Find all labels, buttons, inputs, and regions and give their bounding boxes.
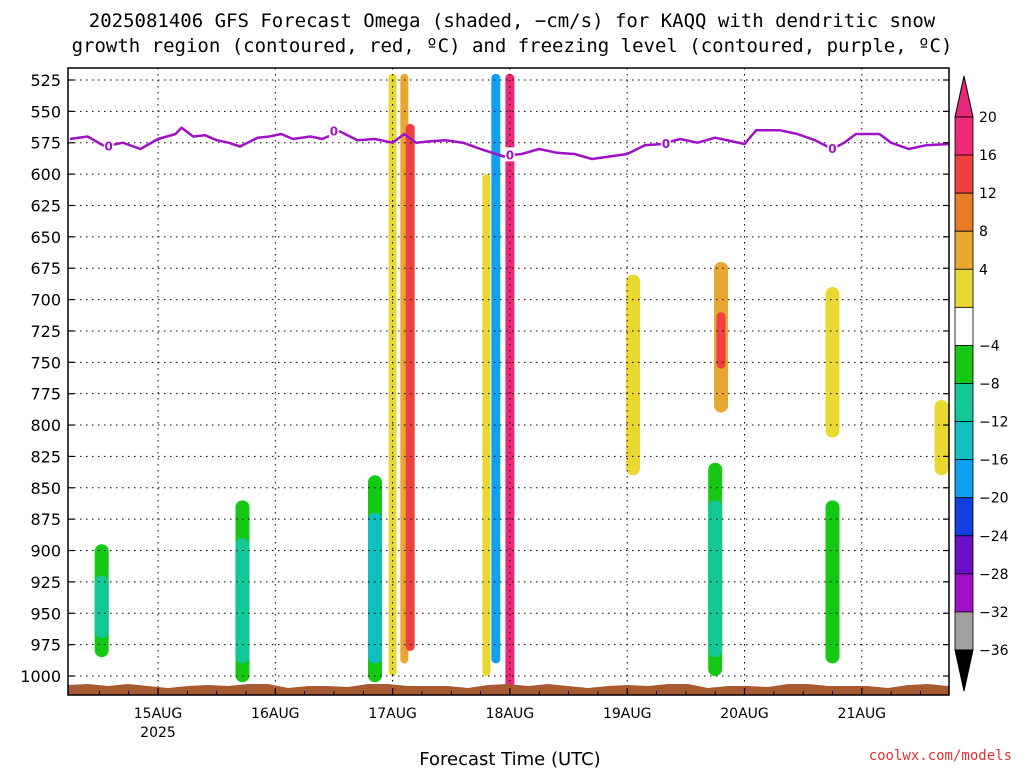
colorbar-label-10: −24 bbox=[979, 529, 1009, 545]
colorbar-label-13: −36 bbox=[979, 643, 1009, 659]
y-tick-label-900: 900 bbox=[30, 542, 61, 561]
freezing-level-label-1: 0 bbox=[330, 124, 338, 138]
colorbar-label-6: −8 bbox=[979, 377, 1000, 393]
y-tick-label-825: 825 bbox=[30, 447, 61, 466]
omega-feature-18 bbox=[825, 500, 840, 664]
y-tick-label-1000: 1000 bbox=[20, 667, 61, 686]
colorbar-label-3: 8 bbox=[979, 224, 988, 240]
y-tick-label-575: 575 bbox=[30, 134, 61, 153]
freezing-level-line bbox=[69, 126, 950, 161]
omega-feature-8 bbox=[405, 123, 415, 651]
colorbar-swatch-1 bbox=[954, 154, 974, 194]
colorbar-top-arrow bbox=[954, 75, 974, 118]
y-tick-label-650: 650 bbox=[30, 228, 61, 247]
colorbar-swatch-2 bbox=[954, 192, 974, 232]
colorbar-label-8: −16 bbox=[979, 453, 1009, 469]
x-tick-sublabel-15AUG: 2025 bbox=[140, 725, 176, 741]
colorbar-label-9: −20 bbox=[979, 491, 1009, 507]
y-tick-label-725: 725 bbox=[30, 322, 61, 341]
omega-feature-3 bbox=[235, 537, 250, 664]
x-tick-label-20AUG: 20AUG bbox=[720, 706, 769, 722]
omega-feature-1 bbox=[94, 575, 109, 639]
y-axis-ticks: 525 550 575 600 625 650 675 700 725 750 775 800 825 8… bbox=[20, 71, 949, 686]
colorbar-label-2: 12 bbox=[979, 186, 997, 202]
colorbar-label-1: 16 bbox=[979, 148, 997, 164]
y-tick-label-675: 675 bbox=[30, 259, 61, 278]
omega-feature-17 bbox=[825, 287, 840, 438]
colorbar-label-0: 20 bbox=[979, 110, 997, 126]
colorbar-swatch-13 bbox=[954, 611, 974, 651]
freezing-level-label-4: 0 bbox=[828, 142, 836, 156]
omega-feature-19 bbox=[934, 399, 949, 476]
y-tick-label-525: 525 bbox=[30, 71, 61, 90]
y-tick-label-550: 550 bbox=[30, 102, 61, 121]
x-tick-label-15AUG: 15AUG bbox=[134, 706, 183, 722]
omega-feature-11 bbox=[491, 73, 501, 664]
colorbar-swatch-10 bbox=[954, 497, 974, 537]
freezing-level-contour: 0 0 0 0 0 bbox=[69, 123, 950, 162]
x-axis-ticks: 15AUG 2025 16AUG 17AUG 18AUG 19AUG 20AUG 21AUG bbox=[98, 688, 921, 741]
x-axis-label: Forecast Time (UTC) bbox=[419, 749, 600, 768]
freezing-level-label-bg-0 bbox=[103, 138, 114, 153]
colorbar-label-12: −32 bbox=[979, 605, 1009, 621]
y-tick-label-625: 625 bbox=[30, 196, 61, 215]
colorbar-swatch-9 bbox=[954, 459, 974, 499]
plot-frame bbox=[67, 67, 950, 696]
x-tick-label-21AUG: 21AUG bbox=[838, 706, 887, 722]
chart-title-line1: 2025081406 GFS Forecast Omega (shaded, −… bbox=[89, 10, 936, 32]
colorbar-swatch-12 bbox=[954, 573, 974, 613]
colorbar-swatch-5 bbox=[954, 306, 974, 346]
freezing-level-label-2: 0 bbox=[506, 148, 514, 162]
colorbar-label-11: −28 bbox=[979, 567, 1009, 583]
colorbar-bottom-arrow bbox=[954, 649, 974, 692]
colorbar-label-7: −12 bbox=[979, 415, 1009, 431]
colorbar-swatch-0 bbox=[954, 116, 974, 156]
omega-feature-16 bbox=[708, 500, 723, 658]
omega-feature-14 bbox=[716, 312, 726, 369]
ground-surface bbox=[68, 684, 949, 695]
y-tick-label-600: 600 bbox=[30, 165, 61, 184]
y-tick-label-775: 775 bbox=[30, 385, 61, 404]
x-tick-label-18AUG: 18AUG bbox=[486, 706, 535, 722]
colorbar-label-4: 4 bbox=[979, 262, 988, 278]
colorbar: 20 16 12 8 4 −4 −8 −12 −16 −20 −24 −28 −32 −36 bbox=[954, 75, 1009, 692]
freezing-level-label-bg-1 bbox=[328, 123, 339, 138]
colorbar-swatch-11 bbox=[954, 535, 974, 575]
y-tick-label-750: 750 bbox=[30, 353, 61, 372]
chart-title-line2: growth region (contoured, red, ºC) and f… bbox=[72, 35, 953, 57]
freezing-level-label-0: 0 bbox=[105, 140, 113, 154]
y-tick-label-975: 975 bbox=[30, 636, 61, 655]
y-tick-label-875: 875 bbox=[30, 510, 61, 529]
y-tick-label-800: 800 bbox=[30, 416, 61, 435]
y-tick-label-925: 925 bbox=[30, 573, 61, 592]
omega-shading bbox=[94, 73, 949, 689]
y-tick-label-850: 850 bbox=[30, 479, 61, 498]
grid bbox=[68, 68, 949, 695]
colorbar-swatch-4 bbox=[954, 268, 974, 308]
x-tick-label-16AUG: 16AUG bbox=[251, 706, 300, 722]
watermark: coolwx.com/models bbox=[869, 748, 1012, 764]
colorbar-swatch-8 bbox=[954, 421, 974, 461]
colorbar-swatch-6 bbox=[954, 345, 974, 384]
x-tick-label-17AUG: 17AUG bbox=[368, 706, 417, 722]
y-tick-label-950: 950 bbox=[30, 604, 61, 623]
freezing-level-label-bg-3 bbox=[660, 135, 671, 150]
y-tick-label-700: 700 bbox=[30, 291, 61, 310]
freezing-level-label-bg-2 bbox=[504, 147, 515, 162]
omega-feature-12 bbox=[626, 274, 641, 476]
colorbar-swatch-3 bbox=[954, 230, 974, 270]
colorbar-label-5: −4 bbox=[979, 338, 1000, 354]
omega-feature-5 bbox=[368, 512, 383, 664]
freezing-level-label-bg-4 bbox=[827, 141, 838, 156]
freezing-level-label-3: 0 bbox=[662, 137, 670, 151]
colorbar-swatch-7 bbox=[954, 383, 974, 422]
x-tick-label-19AUG: 19AUG bbox=[603, 706, 652, 722]
